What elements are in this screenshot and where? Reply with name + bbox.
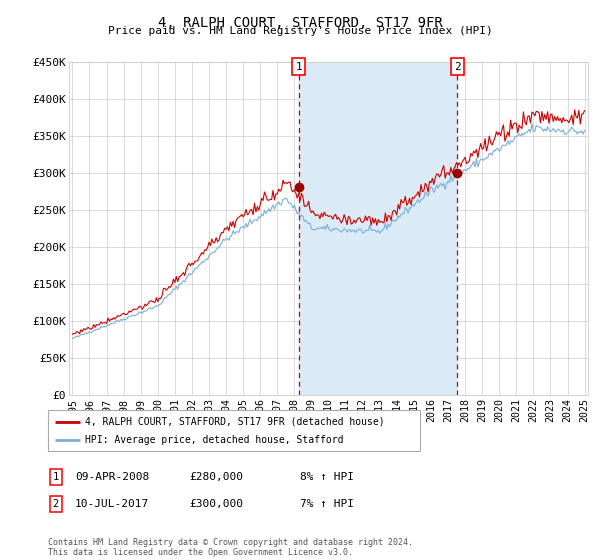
FancyBboxPatch shape <box>48 410 420 451</box>
Text: Price paid vs. HM Land Registry's House Price Index (HPI): Price paid vs. HM Land Registry's House … <box>107 26 493 36</box>
Text: 2: 2 <box>53 499 59 509</box>
Text: 09-APR-2008: 09-APR-2008 <box>75 472 149 482</box>
Text: 1: 1 <box>296 62 302 72</box>
Text: £280,000: £280,000 <box>189 472 243 482</box>
Text: 7% ↑ HPI: 7% ↑ HPI <box>300 499 354 509</box>
Text: Contains HM Land Registry data © Crown copyright and database right 2024.
This d: Contains HM Land Registry data © Crown c… <box>48 538 413 557</box>
Text: HPI: Average price, detached house, Stafford: HPI: Average price, detached house, Staf… <box>85 435 344 445</box>
Text: £300,000: £300,000 <box>189 499 243 509</box>
Text: 4, RALPH COURT, STAFFORD, ST17 9FR (detached house): 4, RALPH COURT, STAFFORD, ST17 9FR (deta… <box>85 417 385 427</box>
Text: 2: 2 <box>454 62 460 72</box>
Text: 1: 1 <box>53 472 59 482</box>
Text: 10-JUL-2017: 10-JUL-2017 <box>75 499 149 509</box>
Text: 8% ↑ HPI: 8% ↑ HPI <box>300 472 354 482</box>
Bar <box>299 62 457 395</box>
Text: 4, RALPH COURT, STAFFORD, ST17 9FR: 4, RALPH COURT, STAFFORD, ST17 9FR <box>158 16 442 30</box>
